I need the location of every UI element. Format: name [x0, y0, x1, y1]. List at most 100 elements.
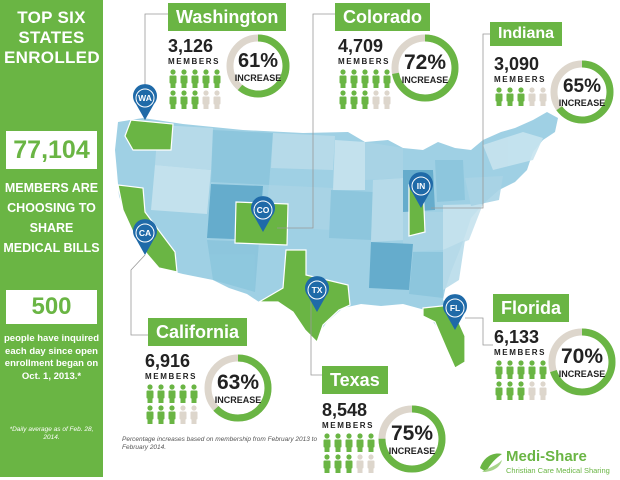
- members-label: MEMBERS: [494, 75, 547, 84]
- person-icon: [372, 90, 380, 109]
- ring-graphic: [391, 34, 459, 102]
- person-icon: [539, 381, 547, 400]
- footnote: Percentage increases based on membership…: [122, 436, 318, 451]
- increase-label: INCREASE: [388, 446, 436, 456]
- members-label: MEMBERS: [168, 57, 221, 66]
- svg-text:IN: IN: [417, 181, 426, 191]
- person-icon: [323, 454, 331, 473]
- percent-ring: 61% INCREASE: [224, 32, 292, 100]
- members-label: MEMBERS: [338, 57, 391, 66]
- person-icon: [495, 87, 503, 106]
- person-icon: [213, 90, 221, 109]
- state-texas: [256, 249, 351, 344]
- state-banner: Colorado: [335, 3, 430, 31]
- person-icon: [169, 90, 177, 109]
- people-icons: [169, 69, 221, 109]
- member-count: 8,548: [322, 400, 368, 420]
- person-icon: [168, 405, 176, 424]
- person-icon: [517, 360, 525, 379]
- person-icon: [528, 87, 536, 106]
- pin-wa: WA: [133, 84, 157, 120]
- members-label: MEMBERS: [322, 421, 375, 430]
- person-icon: [367, 454, 375, 473]
- person-icon: [495, 360, 503, 379]
- person-icon: [372, 69, 380, 88]
- person-icon: [528, 360, 536, 379]
- us-map: WA CO IN CA TX FL: [115, 13, 558, 376]
- svg-text:CA: CA: [139, 228, 151, 238]
- percent-value: 65%: [562, 76, 602, 97]
- people-icons: [495, 360, 547, 400]
- person-icon: [169, 69, 177, 88]
- person-icon: [179, 405, 187, 424]
- svg-text:CO: CO: [257, 205, 270, 215]
- person-icon: [202, 69, 210, 88]
- svg-text:FL: FL: [450, 303, 460, 313]
- logo-tagline: Christian Care Medical Sharing: [506, 466, 610, 475]
- person-icon: [191, 90, 199, 109]
- person-icon: [146, 384, 154, 403]
- person-icon: [506, 87, 514, 106]
- person-icon: [517, 87, 525, 106]
- member-count: 3,090: [494, 54, 540, 74]
- percent-value: 70%: [560, 345, 604, 368]
- person-icon: [539, 360, 547, 379]
- percent-ring: 72% INCREASE: [389, 32, 461, 104]
- daily-note: *Daily average as of Feb. 28, 2014.: [9, 426, 94, 441]
- logo-icon: [480, 453, 502, 472]
- daily-text: people have inquired each day since open…: [3, 333, 100, 382]
- members-label: MEMBERS: [494, 348, 547, 357]
- increase-label: INCREASE: [214, 395, 262, 405]
- person-icon: [190, 405, 198, 424]
- members-text: MEMBERS ARE CHOOSING TO SHARE MEDICAL BI…: [3, 181, 100, 255]
- person-icon: [202, 90, 210, 109]
- increase-label: INCREASE: [401, 75, 449, 85]
- person-icon: [345, 454, 353, 473]
- daily-number: 500: [6, 290, 97, 324]
- person-icon: [383, 69, 391, 88]
- stats-sidebar: TOP SIX STATES ENROLLED 77,104 MEMBERS A…: [0, 0, 103, 477]
- percent-ring: 63% INCREASE: [202, 352, 274, 424]
- pin-in: IN: [409, 172, 433, 208]
- person-icon: [323, 433, 331, 452]
- medi-share-logo: Medi-Share Christian Care Medical Sharin…: [478, 448, 620, 476]
- person-icon: [345, 433, 353, 452]
- state-banner: Indiana: [490, 22, 563, 46]
- members-total: 77,104: [6, 131, 97, 169]
- person-icon: [528, 381, 536, 400]
- state-banner: Washington: [168, 3, 287, 31]
- ring-graphic: [226, 34, 290, 98]
- ring-graphic: [548, 328, 616, 396]
- ring-graphic: [378, 405, 446, 473]
- ring-graphic: [204, 354, 272, 422]
- person-icon: [495, 381, 503, 400]
- percent-value: 63%: [216, 371, 260, 394]
- person-icon: [356, 433, 364, 452]
- person-icon: [517, 381, 525, 400]
- person-icon: [361, 90, 369, 109]
- person-icon: [191, 69, 199, 88]
- percent-value: 61%: [237, 50, 279, 72]
- person-icon: [334, 433, 342, 452]
- person-icon: [506, 381, 514, 400]
- person-icon: [179, 384, 187, 403]
- svg-text:TX: TX: [312, 285, 323, 295]
- percent-ring: 70% INCREASE: [546, 326, 618, 398]
- person-icon: [190, 384, 198, 403]
- person-icon: [339, 90, 347, 109]
- logo-name: Medi-Share: [506, 448, 587, 465]
- person-icon: [146, 405, 154, 424]
- members-label: MEMBERS: [145, 372, 198, 381]
- people-icons: [146, 384, 198, 424]
- percent-ring: 65% INCREASE: [548, 58, 616, 126]
- state-banner: Texas: [322, 366, 388, 394]
- people-icons: [495, 87, 547, 106]
- person-icon: [350, 90, 358, 109]
- svg-text:WA: WA: [138, 93, 152, 103]
- state-banner: California: [148, 318, 248, 346]
- state-banner: Florida: [493, 294, 570, 322]
- increase-label: INCREASE: [234, 73, 282, 83]
- member-count: 3,126: [168, 36, 214, 56]
- percent-value: 75%: [390, 422, 434, 445]
- person-icon: [157, 405, 165, 424]
